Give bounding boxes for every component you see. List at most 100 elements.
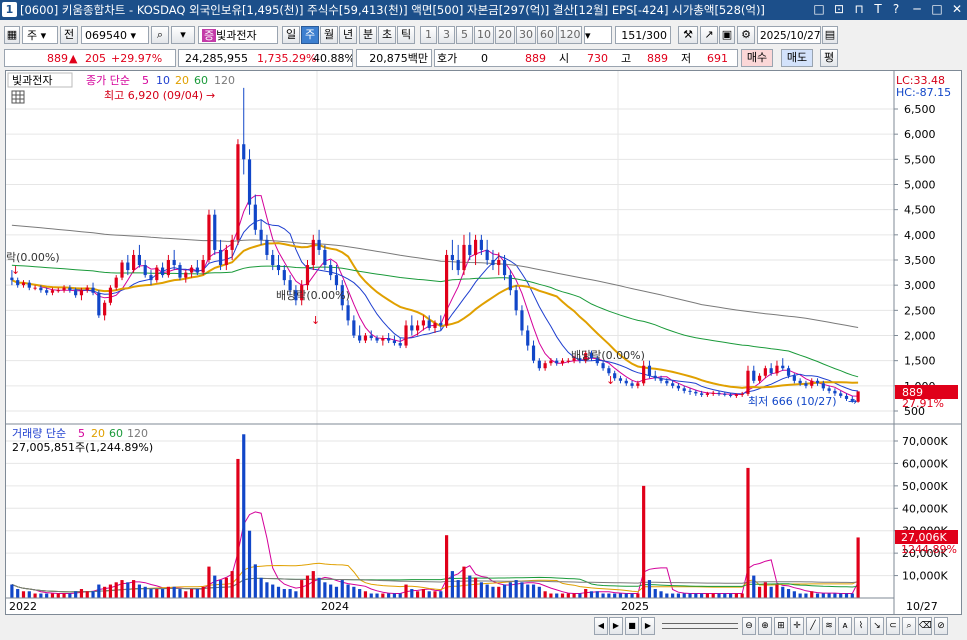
volume-tick-label: 60,000K	[902, 457, 948, 470]
minute-option[interactable]: 120	[558, 26, 582, 44]
price-box: 889 ▲ 205 +29.97%	[4, 49, 176, 67]
tab-month[interactable]: 월	[320, 26, 338, 44]
scroll-left-button[interactable]: ◀	[594, 617, 608, 635]
data-count-input[interactable]: 151/300	[615, 26, 671, 44]
minute-option[interactable]: 20	[495, 26, 515, 44]
minute-option[interactable]: 5	[456, 26, 473, 44]
volume-bar	[827, 593, 831, 598]
pin-icon[interactable]: ⊓	[854, 2, 864, 16]
volume-bar	[717, 593, 721, 598]
volume-bar	[392, 593, 397, 598]
buy-button[interactable]: 매수	[741, 49, 773, 67]
volume-bar	[311, 571, 315, 598]
close-button[interactable]: ✕	[951, 2, 963, 16]
minimize-button[interactable]: ─	[913, 2, 921, 16]
stop-button[interactable]: ■	[625, 617, 639, 635]
market-select[interactable]: 주 ▾	[22, 26, 58, 44]
play-button[interactable]: ▶	[641, 617, 655, 635]
volume-bar	[387, 593, 391, 598]
volume-bar	[815, 593, 820, 598]
pattern-icon[interactable]: ⌇	[854, 617, 868, 635]
fib-icon[interactable]: ≋	[822, 617, 836, 635]
volume-bar	[711, 593, 715, 598]
volume-bar	[763, 582, 767, 598]
volume-bar	[833, 593, 837, 598]
volume-bar	[97, 584, 101, 598]
minute-option[interactable]: 30	[516, 26, 536, 44]
candle-body	[120, 262, 124, 278]
tab-week[interactable]: 주	[301, 26, 319, 44]
minute-option[interactable]: 60	[537, 26, 557, 44]
help-icon[interactable]: ?	[892, 2, 900, 16]
tab-second[interactable]: 초	[378, 26, 396, 44]
zoom-in-icon[interactable]: ⊕	[758, 617, 772, 635]
scroll-right-button[interactable]: ▶	[609, 617, 623, 635]
font-icon[interactable]: T	[874, 2, 882, 16]
minute-option[interactable]: 3	[438, 26, 455, 44]
stock-code-input[interactable]: 069540 ▾	[81, 26, 149, 44]
zoom-tool-icon[interactable]: ⌕	[902, 617, 916, 635]
sell-button[interactable]: 매도	[781, 49, 813, 67]
minute-option[interactable]: 1	[420, 26, 437, 44]
tab-minute[interactable]: 분	[359, 26, 377, 44]
volume-bar	[39, 593, 43, 598]
candle-body	[763, 368, 767, 376]
eval-button[interactable]: 평	[820, 49, 838, 67]
restore-icon[interactable]: ⊡	[833, 2, 845, 16]
chart-settings-icon[interactable]	[11, 90, 25, 104]
candle-body	[595, 358, 599, 364]
tab-year[interactable]: 년	[339, 26, 357, 44]
link-icon[interactable]: □	[813, 2, 825, 16]
text-tool-icon[interactable]: ᴀ	[838, 617, 852, 635]
candle-body	[815, 380, 820, 384]
tab-day[interactable]: 일	[282, 26, 300, 44]
candle-body	[636, 383, 640, 386]
arrow-tool-icon[interactable]: ↘	[870, 617, 884, 635]
candle-body	[352, 320, 356, 336]
fit-icon[interactable]: ⊞	[774, 617, 788, 635]
chart-area[interactable]: 6,500 6,000 5,500 5,000 4,500 4,000 3,500 3,000…	[5, 70, 962, 615]
settings-gear-icon[interactable]: ⚙	[737, 26, 755, 44]
maximize-button[interactable]: □	[931, 2, 943, 16]
save-icon[interactable]: ▣	[719, 26, 735, 44]
volume-bar	[421, 589, 426, 598]
candle-body	[271, 254, 275, 266]
volume-bar	[821, 593, 825, 598]
candle-body	[276, 265, 281, 271]
stock-chart[interactable]: 6,500 6,000 5,500 5,000 4,500 4,000 3,500 3,000…	[6, 71, 961, 614]
price-ma-line	[11, 264, 859, 378]
volume-tick-label: 40,000K	[902, 502, 948, 515]
calendar-icon[interactable]: ▤	[822, 26, 838, 44]
magnet-icon[interactable]: ⊂	[886, 617, 900, 635]
volume-bar	[485, 584, 489, 598]
candle-body	[236, 144, 240, 240]
grid-menu-icon[interactable]: ▦	[4, 26, 20, 44]
reset-icon[interactable]: ⊘	[934, 617, 948, 635]
zoom-slider[interactable]	[662, 623, 738, 629]
volume-bar	[618, 593, 623, 598]
candle-body	[230, 239, 234, 250]
volume-bar	[404, 584, 408, 598]
search-icon[interactable]: ⌕	[151, 26, 169, 44]
candle-body	[103, 302, 107, 316]
toggle-icon[interactable]: ▾	[171, 26, 195, 44]
zoom-out-icon[interactable]: ⊖	[742, 617, 756, 635]
eraser-icon[interactable]: ⌫	[918, 617, 932, 635]
volume-box: 24,285,955 1,735.29% 40.88%	[178, 49, 353, 67]
line-tool-icon[interactable]: ↗	[700, 26, 718, 44]
date-input[interactable]: 2025/10/27	[757, 26, 821, 44]
candle-body	[305, 265, 310, 286]
minute-dropdown[interactable]: ▾	[584, 26, 612, 44]
crosshair-icon[interactable]: ✛	[790, 617, 804, 635]
minute-option[interactable]: 10	[474, 26, 494, 44]
tools-icon[interactable]: ⚒	[678, 26, 698, 44]
price-tick-label: 4,500	[904, 204, 936, 217]
prev-button[interactable]: 전	[60, 26, 78, 44]
candle-body	[775, 365, 779, 374]
volume-bar	[184, 591, 188, 598]
volume-bar	[352, 586, 356, 598]
line-draw-icon[interactable]: ╱	[806, 617, 820, 635]
tab-tick[interactable]: 틱	[397, 26, 415, 44]
candle-body	[172, 260, 176, 266]
volume-bar	[723, 593, 727, 598]
